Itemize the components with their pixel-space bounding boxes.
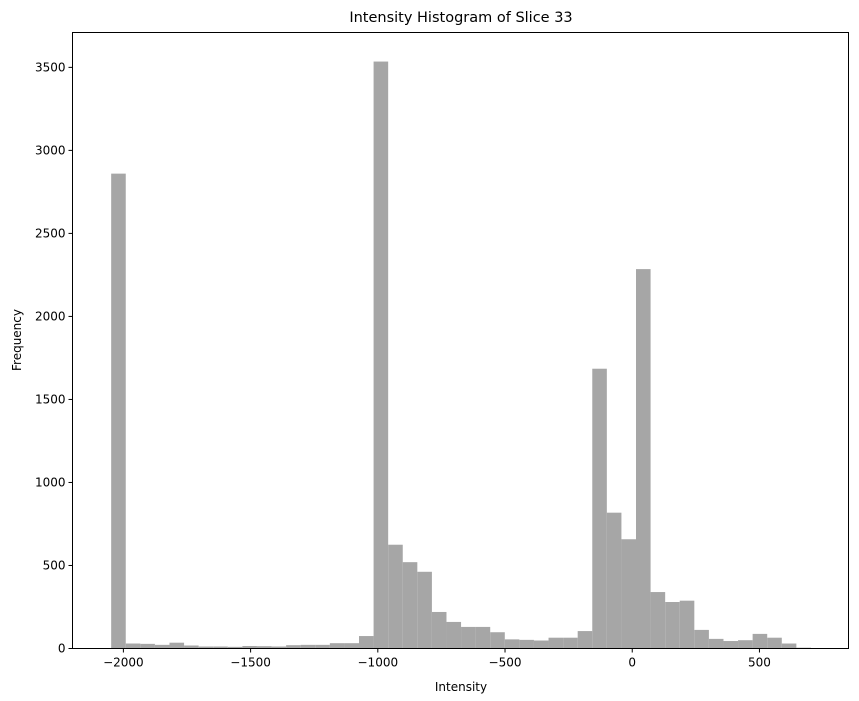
x-tick-label: −1000 xyxy=(358,656,399,670)
histogram-bar xyxy=(563,637,578,649)
y-tick-label: 3500 xyxy=(35,60,66,74)
histogram-bar xyxy=(490,632,505,649)
histogram-bars xyxy=(111,61,811,649)
histogram-bar xyxy=(402,562,418,649)
histogram-bar xyxy=(242,646,257,649)
histogram-bar xyxy=(650,592,666,649)
histogram-bar xyxy=(781,643,797,649)
y-axis-label: Frequency xyxy=(10,309,24,371)
histogram-bar xyxy=(504,639,520,649)
x-axis: −2000 −1500 −1000 −500 0 500 xyxy=(103,648,771,670)
histogram-bar xyxy=(533,640,549,649)
histogram-bar xyxy=(286,645,301,649)
histogram-bar xyxy=(111,173,126,649)
histogram-bar xyxy=(184,645,199,649)
chart-title: Intensity Histogram of Slice 33 xyxy=(349,10,572,26)
histogram-bar xyxy=(315,644,330,649)
histogram-bar xyxy=(767,637,782,649)
histogram-bar xyxy=(271,646,287,649)
histogram-bar xyxy=(125,643,141,649)
x-tick-label: −1500 xyxy=(230,656,271,670)
histogram-bar xyxy=(679,600,695,649)
histogram-bar xyxy=(373,61,389,649)
x-axis-label: Intensity xyxy=(435,680,487,694)
histogram-bar xyxy=(592,368,607,649)
y-tick-label: 1500 xyxy=(35,392,66,406)
histogram-bar xyxy=(329,643,345,649)
y-tick-label: 2000 xyxy=(35,309,66,323)
y-tick-label: 3000 xyxy=(35,143,66,157)
histogram-bar xyxy=(359,636,374,649)
histogram-bar xyxy=(417,571,432,649)
x-tick-label: −2000 xyxy=(103,656,144,670)
y-tick-label: 1000 xyxy=(35,475,66,489)
histogram-bar xyxy=(475,626,491,649)
histogram-bar xyxy=(154,644,170,649)
y-tick-label: 0 xyxy=(58,642,66,656)
histogram-bar xyxy=(461,626,476,649)
histogram-bar xyxy=(636,269,651,649)
histogram-bar xyxy=(140,643,155,649)
histogram-bar xyxy=(606,512,622,649)
x-tick-label: 0 xyxy=(628,656,636,670)
histogram-bar xyxy=(577,631,593,649)
histogram-bar xyxy=(519,639,534,649)
histogram-bar xyxy=(300,644,316,649)
histogram-bar xyxy=(198,646,214,649)
histogram-bar xyxy=(708,638,724,649)
histogram-bar xyxy=(752,633,768,649)
histogram-bar xyxy=(169,642,185,649)
histogram-bar xyxy=(431,611,447,649)
histogram-bar xyxy=(213,646,228,649)
histogram-bar xyxy=(738,640,753,649)
histogram-bar xyxy=(446,621,462,649)
histogram-bar xyxy=(665,602,680,649)
histogram-bar xyxy=(694,629,709,649)
y-tick-label: 2500 xyxy=(35,226,66,240)
histogram-bar xyxy=(344,643,360,649)
histogram-bar xyxy=(388,544,403,649)
histogram-bar xyxy=(256,646,272,649)
histogram-bar xyxy=(621,539,637,649)
plot-frame xyxy=(72,32,849,649)
x-tick-label: 500 xyxy=(748,656,771,670)
histogram-bar xyxy=(227,646,243,649)
x-tick-label: −500 xyxy=(489,656,522,670)
y-axis: 0 500 1000 1500 2000 2500 3000 3500 xyxy=(35,60,73,656)
histogram-bar xyxy=(548,637,564,649)
y-tick-label: 500 xyxy=(43,558,66,572)
histogram-bar xyxy=(723,641,739,649)
